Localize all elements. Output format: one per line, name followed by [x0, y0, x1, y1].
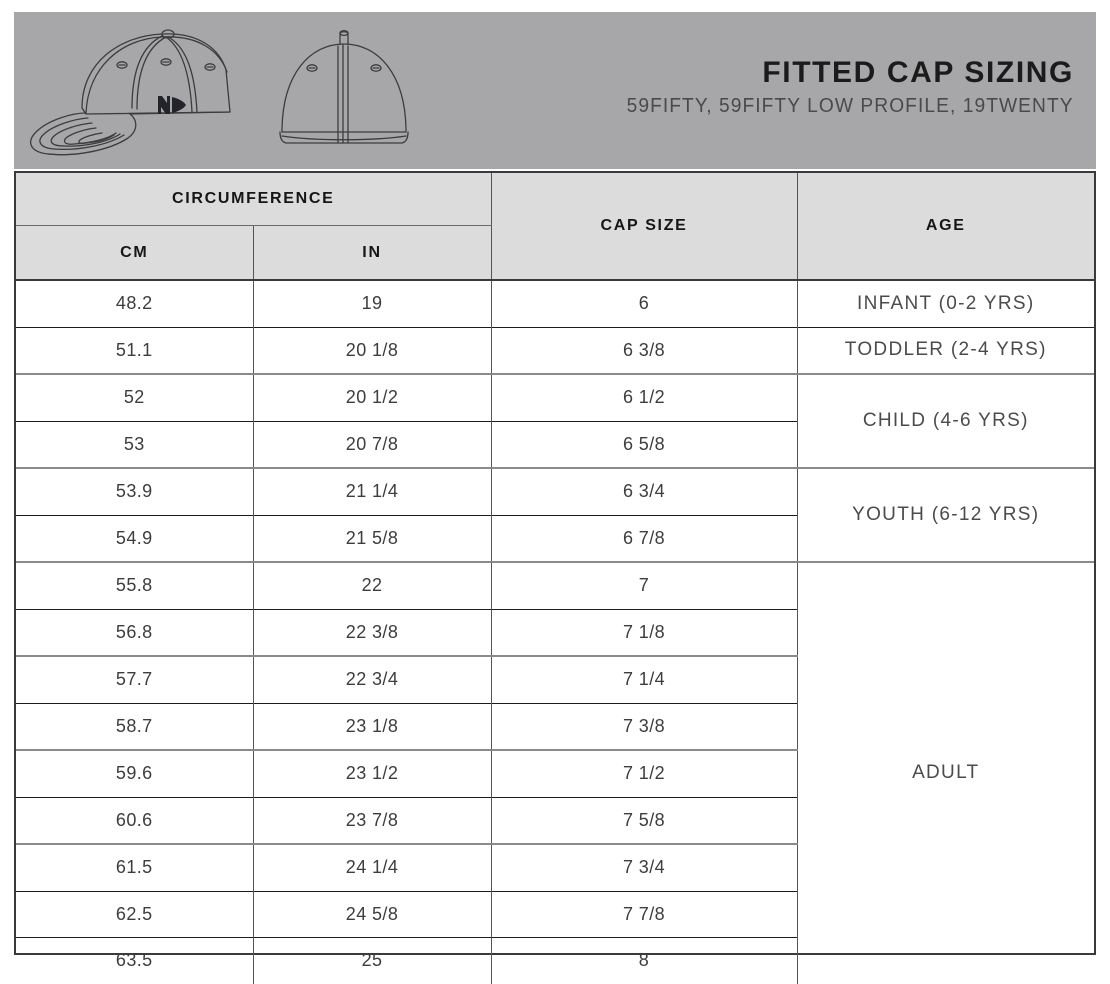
table-row: 63.5 25 8 [16, 937, 1094, 984]
cell-in: 24 1/4 [253, 843, 492, 891]
page-subtitle: 59FIFTY, 59FIFTY LOW PROFILE, 19TWENTY [627, 95, 1074, 117]
cell-cm: 63.5 [16, 937, 254, 984]
cell-cap-size: 7 5/8 [491, 796, 798, 844]
cell-cm: 48.2 [16, 280, 254, 327]
cell-cap-size: 6 1/2 [491, 373, 798, 421]
table-row: 53 20 7/8 6 5/8 [16, 420, 1094, 468]
cell-cm: 52 [16, 373, 254, 421]
cell-in: 23 1/2 [253, 749, 492, 797]
cell-in: 23 1/8 [253, 702, 492, 750]
cell-cap-size: 7 3/8 [491, 702, 798, 750]
cell-cm: 51.1 [16, 326, 254, 374]
new-era-flag-icon [158, 96, 186, 114]
cell-cap-size: 7 [491, 561, 798, 609]
cell-in: 22 3/8 [253, 608, 492, 656]
cell-in: 20 1/8 [253, 326, 492, 374]
cell-cm: 53 [16, 420, 254, 468]
cell-cm: 57.7 [16, 655, 254, 703]
table-row: 53.9 21 1/4 6 3/4 YOUTH (6-12 YRS) [16, 467, 1095, 562]
cell-age-group: TODDLER (2-4 YRS) [797, 326, 1095, 374]
table-head-row-group: CIRCUMFERENCE CAP SIZE AGE [16, 173, 1095, 281]
cell-in: 20 7/8 [253, 420, 492, 468]
sizing-table: CIRCUMFERENCE CAP SIZE AGE CM IN 48.2 19 6… [16, 173, 1095, 984]
cell-cap-size: 7 1/4 [491, 655, 798, 703]
cell-in: 22 [253, 561, 492, 609]
cell-cap-size: 8 [491, 937, 798, 984]
column-header-circumference: CIRCUMFERENCE [16, 173, 492, 226]
cell-cap-size: 7 1/2 [491, 749, 798, 797]
cell-in: 19 [253, 280, 492, 327]
cell-in: 20 1/2 [253, 373, 492, 421]
cell-age-group: ADULT [797, 561, 1095, 984]
cell-cap-size: 7 1/8 [491, 608, 798, 656]
cell-cm: 60.6 [16, 796, 254, 844]
page-title: FITTED CAP SIZING [762, 56, 1074, 89]
cell-in: 21 5/8 [253, 514, 492, 562]
table-row: 61.5 24 1/4 7 3/4 [16, 843, 1094, 891]
cell-in: 22 3/4 [253, 655, 492, 703]
cell-cm: 58.7 [16, 702, 254, 750]
table-row: 51.1 20 1/8 6 3/8 TODDLER (2-4 YRS) [16, 326, 1095, 374]
cell-in: 24 5/8 [253, 890, 492, 938]
table-head-row-sub: CM IN [16, 225, 1094, 281]
cell-cap-size: 7 7/8 [491, 890, 798, 938]
cell-cm: 54.9 [16, 514, 254, 562]
table-body: 48.2 19 6 INFANT (0-2 YRS) 51.1 20 1/8 6 3/8 TO… [16, 280, 1095, 984]
column-header-cm: CM [16, 225, 254, 281]
cell-cap-size: 7 3/4 [491, 843, 798, 891]
table-row: 52 20 1/2 6 1/2 CHILD (4-6 YRS) [16, 373, 1095, 468]
column-header-cap-size: CAP SIZE [491, 173, 798, 281]
cap-side-view-illustration [30, 29, 231, 156]
cell-cm: 62.5 [16, 890, 254, 938]
table-row: 59.6 23 1/2 7 1/2 [16, 749, 1094, 797]
table-row: 55.8 22 7 ADULT [16, 561, 1095, 984]
cell-in: 23 7/8 [253, 796, 492, 844]
cell-cm: 56.8 [16, 608, 254, 656]
cell-cap-size: 6 3/4 [491, 467, 798, 515]
cell-cap-size: 6 [491, 280, 798, 327]
header-banner: FITTED CAP SIZING 59FIFTY, 59FIFTY LOW P… [14, 12, 1096, 169]
cap-back-view-illustration [279, 29, 409, 144]
sizing-table-container: CIRCUMFERENCE CAP SIZE AGE CM IN 48.2 19 6… [14, 171, 1096, 984]
cell-cap-size: 6 5/8 [491, 420, 798, 468]
cell-age-group: CHILD (4-6 YRS) [797, 373, 1095, 468]
cell-cm: 55.8 [16, 561, 254, 609]
cell-cm: 59.6 [16, 749, 254, 797]
table-row: 60.6 23 7/8 7 5/8 [16, 796, 1094, 844]
cell-age-group: INFANT (0-2 YRS) [857, 292, 1035, 314]
table-head: CIRCUMFERENCE CAP SIZE AGE CM IN [16, 173, 1095, 281]
table-row: 62.5 24 5/8 7 7/8 [16, 890, 1094, 938]
column-header-in: IN [253, 225, 492, 281]
cap-illustrations [30, 29, 409, 156]
table-row: 56.8 22 3/8 7 1/8 [16, 608, 1094, 656]
cell-cap-size: 6 7/8 [491, 514, 798, 562]
cell-cm: 61.5 [16, 843, 254, 891]
table-row: 57.7 22 3/4 7 1/4 [16, 655, 1094, 703]
table-row: 48.2 19 6 INFANT (0-2 YRS) [16, 280, 1094, 327]
banner-text-block: FITTED CAP SIZING 59FIFTY, 59FIFTY LOW P… [608, 56, 1074, 120]
column-header-age: AGE [797, 173, 1095, 281]
table-row: 58.7 23 1/8 7 3/8 [16, 702, 1094, 750]
cell-cap-size: 6 3/8 [491, 326, 798, 374]
cell-cm: 53.9 [16, 467, 254, 515]
cell-in: 25 [253, 937, 492, 984]
cell-age-group: YOUTH (6-12 YRS) [797, 467, 1095, 562]
table-row: 54.9 21 5/8 6 7/8 [16, 514, 1094, 562]
cell-in: 21 1/4 [253, 467, 492, 515]
